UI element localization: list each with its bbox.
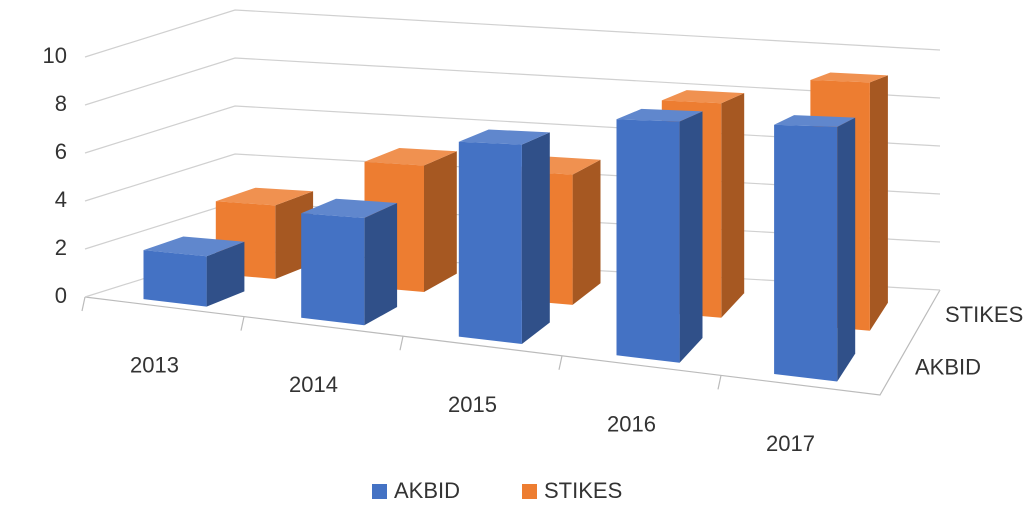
bar-top	[364, 148, 457, 166]
bar-front	[143, 250, 207, 307]
y-tick-label: 0	[55, 283, 67, 308]
x-tick	[81, 296, 86, 312]
bar-side	[206, 241, 245, 307]
x-tick-label: 2013	[130, 353, 179, 378]
bar-top	[661, 90, 745, 104]
bar-front	[774, 124, 838, 382]
y-tick-label: 2	[55, 235, 67, 260]
depth-label: STIKES	[945, 302, 1023, 327]
legend-swatch	[372, 484, 387, 499]
bar-top	[774, 115, 856, 127]
bar-side	[424, 151, 457, 292]
x-tick-label: 2015	[448, 392, 497, 417]
y-tick-label: 6	[55, 139, 67, 164]
x-tick	[558, 355, 563, 370]
depth-label: AKBID	[915, 355, 981, 380]
bar-side	[837, 117, 856, 382]
grid-line	[84, 9, 941, 58]
bar-front	[458, 141, 522, 344]
x-tick-label: 2016	[607, 411, 656, 436]
bar-top	[215, 187, 314, 206]
x-tick	[399, 336, 404, 351]
legend-label: AKBID	[394, 478, 460, 503]
bar	[301, 198, 398, 326]
bar	[143, 236, 245, 307]
y-tick-label: 4	[55, 187, 67, 212]
legend-swatch	[522, 484, 537, 499]
grid-line	[84, 57, 941, 106]
bar-top	[143, 236, 245, 257]
bar-top	[458, 129, 550, 145]
bar-side	[721, 93, 745, 318]
axis-line	[84, 289, 941, 396]
bar-front	[616, 119, 680, 363]
bar-side	[364, 203, 398, 326]
y-tick-label: 10	[43, 43, 67, 68]
bar-side	[869, 75, 888, 331]
bar	[774, 115, 856, 382]
legend-label: STIKES	[544, 478, 622, 503]
bar-top	[810, 72, 888, 83]
bar-side	[521, 132, 550, 344]
y-tick-label: 8	[55, 91, 67, 116]
bar	[616, 108, 703, 363]
bar	[458, 129, 550, 344]
bar-top	[301, 198, 398, 218]
bar-side	[572, 159, 601, 305]
x-tick	[240, 316, 245, 331]
x-tick	[717, 375, 722, 390]
bar-top	[616, 108, 703, 122]
x-tick-label: 2017	[766, 431, 815, 456]
x-tick-label: 2014	[289, 372, 338, 397]
bar-side	[679, 111, 703, 363]
bar-front	[301, 213, 365, 326]
